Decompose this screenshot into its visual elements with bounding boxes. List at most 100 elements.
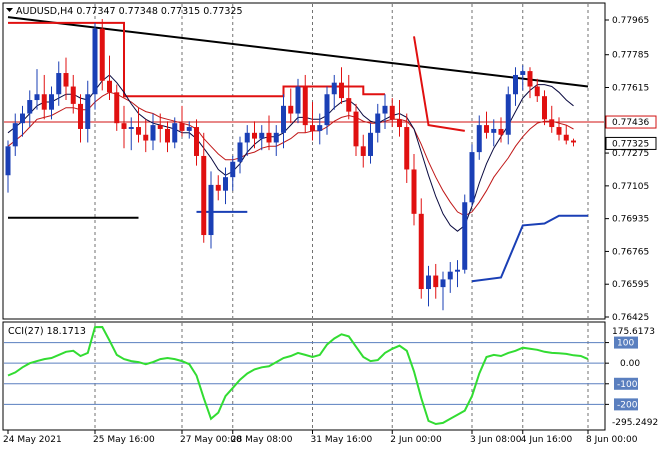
- current-price-label: 0.77325: [612, 139, 649, 149]
- cci-axis: 175.6173 -295.2492 100 0.00 -100 -200: [605, 327, 658, 428]
- candle-bull: [382, 105, 388, 114]
- cci-level-label: 0.00: [620, 359, 640, 369]
- candle-bear: [360, 146, 366, 156]
- candle-bear: [63, 73, 69, 87]
- candle-bull: [5, 146, 11, 176]
- cci-line: [7, 325, 589, 426]
- candle-bear: [41, 94, 47, 110]
- candle-bull: [469, 152, 475, 203]
- candle-bear: [498, 128, 504, 135]
- indicator-lines: [4, 16, 604, 283]
- candle-bull: [85, 94, 91, 129]
- level-price-tag: [605, 115, 657, 129]
- candle-bull: [331, 82, 337, 95]
- candle-bull: [476, 125, 482, 153]
- candle-bear: [78, 103, 83, 129]
- candle-bull: [186, 127, 192, 131]
- price-tick-label: 0.76425: [612, 313, 649, 323]
- candle-bear: [549, 119, 555, 128]
- candle-bull: [455, 269, 460, 272]
- candle-bear: [389, 105, 395, 120]
- price-tick-label: 0.76935: [612, 215, 649, 225]
- indicator-panel: [2, 321, 606, 431]
- candle-bear: [542, 96, 547, 120]
- candle-bear: [143, 134, 149, 141]
- blue-line: [471, 214, 588, 283]
- candle-bull: [317, 125, 323, 131]
- candle-bear: [114, 92, 120, 124]
- time-tick-label: 2 Jun 00:00: [390, 435, 442, 445]
- candle-bear: [433, 275, 439, 288]
- candle-bear: [70, 86, 76, 104]
- cci-level-lines: [4, 342, 604, 405]
- step-line: [413, 36, 465, 132]
- current-price-tag: [605, 136, 657, 150]
- price-tick-label: 0.76595: [612, 280, 649, 290]
- candle-bull: [56, 73, 62, 95]
- price-tick-label: 0.77615: [612, 84, 649, 94]
- candle-bull: [92, 28, 98, 95]
- candle-bear: [179, 123, 185, 131]
- chart-header: AUDUSD,H4 0.77347 0.77348 0.77315 0.7732…: [16, 6, 243, 17]
- price-tick-label: 0.76765: [612, 247, 649, 257]
- candle-bear: [136, 127, 141, 135]
- candle-bear: [346, 98, 352, 112]
- candle-bull: [128, 127, 134, 129]
- candle-bull: [259, 132, 265, 139]
- cci-level-tag: [614, 377, 638, 390]
- candle-bear: [107, 80, 112, 93]
- cci-level-tag: [614, 398, 638, 411]
- candle-bear: [302, 86, 308, 126]
- time-tick-label: 4 Jun 16:00: [521, 435, 573, 445]
- candle-bull: [237, 142, 243, 162]
- candle-bear: [397, 119, 402, 128]
- trend-line: [7, 16, 589, 88]
- level-price-label: 0.77436: [612, 118, 649, 128]
- candles: [5, 19, 576, 311]
- price-axis: 0.77965 0.77785 0.77615 0.77275 0.77105 0.769…: [605, 16, 649, 323]
- candle-bull: [375, 113, 381, 133]
- price-tick-label: 0.77785: [612, 51, 649, 61]
- candle-bull: [440, 279, 446, 288]
- candle-bear: [534, 86, 540, 97]
- time-tick-label: 3 Jun 08:00: [470, 435, 522, 445]
- cci-max-label: 175.6173: [612, 327, 655, 337]
- cci-level-label: 100: [617, 339, 634, 349]
- candle-bear: [556, 127, 562, 135]
- candle-bear: [215, 184, 221, 191]
- candle-bull: [368, 132, 373, 156]
- candle-bull: [223, 177, 228, 191]
- step-line: [8, 21, 385, 98]
- candle-bull: [491, 128, 497, 133]
- candle-bull: [20, 113, 25, 124]
- time-tick-label: 8 Jun 00:00: [586, 435, 638, 445]
- collapse-arrow-icon[interactable]: [6, 8, 13, 12]
- candle-bear: [252, 132, 257, 139]
- candle-bear: [310, 125, 315, 131]
- candle-bear: [165, 128, 170, 143]
- cci-label: CCI(27) 18.1713: [8, 326, 86, 337]
- candle-bull: [49, 94, 54, 110]
- candle-bear: [201, 155, 207, 236]
- candle-bull: [273, 132, 279, 143]
- candle-bull: [520, 71, 526, 75]
- candle-bull: [505, 94, 511, 135]
- time-tick-label: 27 May 00:00: [180, 435, 242, 445]
- cci-level-tag: [614, 336, 638, 349]
- price-tick-label: 0.77105: [612, 182, 649, 192]
- candle-bear: [353, 111, 359, 147]
- candle-bull: [281, 105, 286, 133]
- candle-bear: [339, 82, 344, 99]
- time-tick-label: 24 May 2021: [3, 435, 62, 445]
- cci-level-label: -200: [617, 400, 638, 410]
- slow-ma-line: [7, 91, 574, 217]
- price-tick-label: 0.77965: [612, 16, 649, 26]
- candle-bull: [244, 132, 250, 143]
- candle-bull: [513, 74, 518, 95]
- time-tick-label: 25 May 16:00: [93, 435, 155, 445]
- cci-min-label: -295.2492: [612, 418, 658, 428]
- candle-bull: [34, 94, 40, 101]
- candle-bull: [447, 271, 453, 280]
